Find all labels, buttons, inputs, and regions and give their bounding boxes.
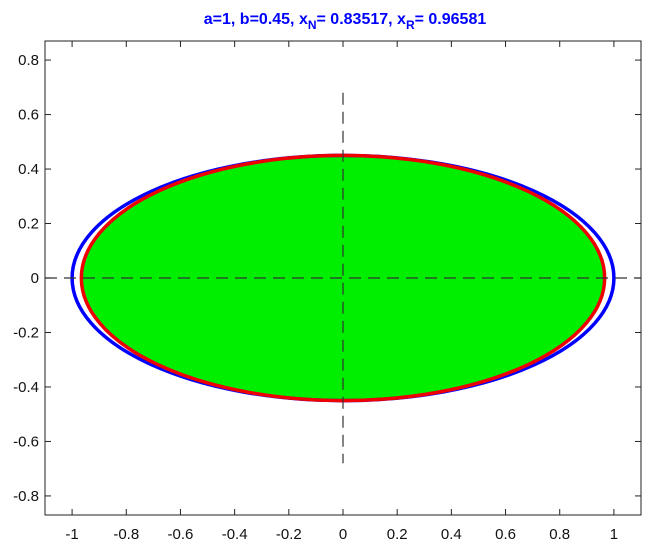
- x-tick-label: 0.8: [549, 526, 570, 543]
- y-tick-label: 0.6: [18, 107, 39, 124]
- chart-title: a=1, b=0.45, xN= 0.83517, xR= 0.96581: [204, 11, 487, 32]
- title-part-3: = 0.96581: [415, 11, 487, 28]
- title-part-2: = 0.83517, x: [317, 11, 407, 28]
- y-tick-label: 0.2: [18, 216, 39, 233]
- x-tick-label: -0.4: [222, 526, 248, 543]
- x-tick-label: -0.8: [113, 526, 139, 543]
- title-subscript-r: R: [406, 18, 415, 32]
- x-tick-label: 0: [339, 526, 347, 543]
- y-tick-label: -0.4: [13, 379, 39, 396]
- y-tick-label: 0.8: [18, 52, 39, 69]
- y-tick-label: 0.4: [18, 161, 39, 178]
- x-tick-label: 0.2: [387, 526, 408, 543]
- y-ticks: 0.8 0.6 0.4 0.2 0 -0.2 -0.4 -0.6 -0.8: [13, 52, 641, 505]
- x-ticks: -1 -0.8 -0.6 -0.4 -0.2 0 0.2 0.4 0.6 0.8 1: [65, 41, 618, 543]
- x-tick-label: -0.6: [168, 526, 194, 543]
- y-tick-label: -0.2: [13, 324, 39, 341]
- plot-area: -1 -0.8 -0.6 -0.4 -0.2 0 0.2 0.4 0.6 0.8 1 0.80.60…: [13, 40, 642, 543]
- y-tick-label: -0.6: [13, 433, 39, 450]
- title-subscript-n: N: [308, 18, 317, 32]
- title-part-1: a=1, b=0.45, x: [204, 11, 308, 28]
- x-tick-label: -1: [65, 526, 78, 543]
- x-tick-label: 0.6: [495, 526, 516, 543]
- x-tick-label: -0.2: [276, 526, 302, 543]
- y-tick-label: -0.8: [13, 488, 39, 505]
- x-tick-label: 1: [610, 526, 618, 543]
- x-tick-label: 0.4: [441, 526, 462, 543]
- green-filled-region: [81, 155, 605, 401]
- y-tick-label: 0: [31, 270, 39, 287]
